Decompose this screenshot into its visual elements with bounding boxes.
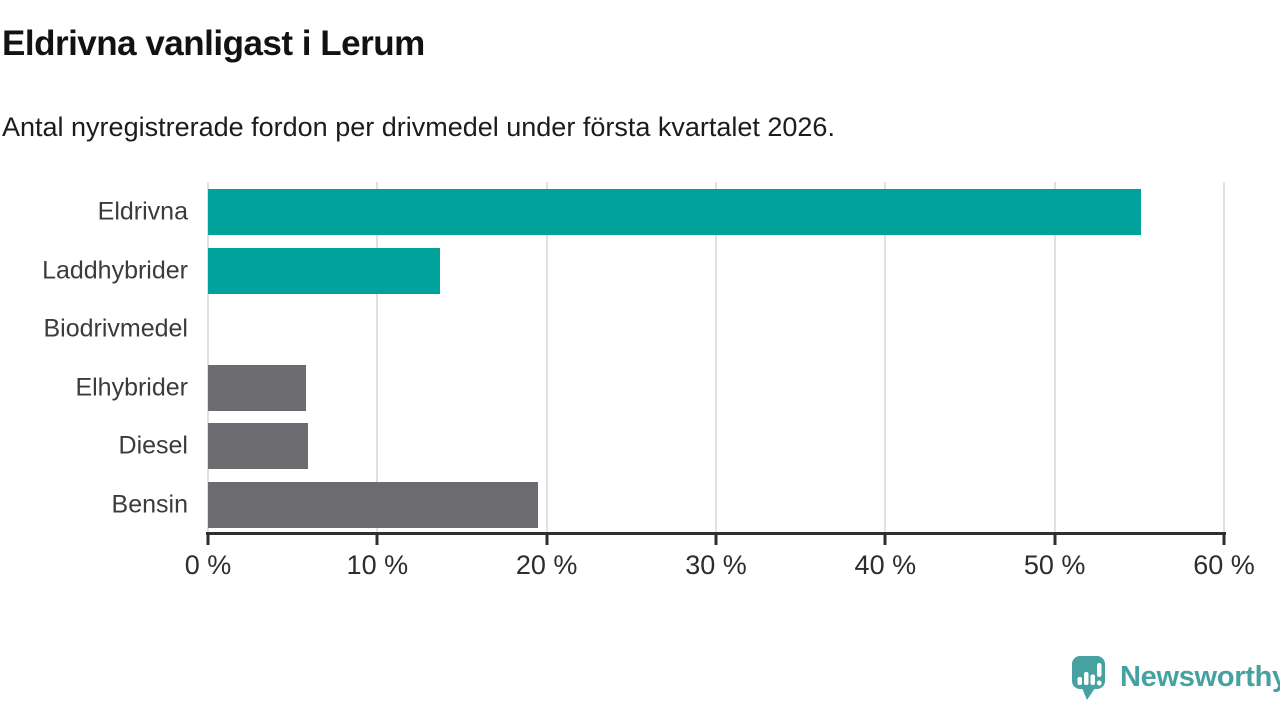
gridline xyxy=(1053,182,1056,533)
x-tick-label: 0 % xyxy=(184,550,232,580)
x-tick-mark xyxy=(375,535,379,545)
gridline xyxy=(376,182,379,533)
x-tick-label: 50 % xyxy=(1023,550,1086,580)
x-tick-label: 20 % xyxy=(515,550,578,580)
x-tick-label: 30 % xyxy=(685,550,747,580)
bar-diesel xyxy=(208,423,308,470)
bar-laddhybrider xyxy=(208,247,440,294)
newsworthy-logo-icon xyxy=(1072,656,1105,700)
gridline xyxy=(207,182,209,533)
plot-area xyxy=(207,182,1225,533)
x-tick-mark xyxy=(883,535,887,545)
bar-bensin xyxy=(208,481,539,528)
x-tick-mark xyxy=(206,535,210,545)
bar-elhybrider xyxy=(208,364,307,411)
gridline xyxy=(715,182,717,533)
bar-eldrivna xyxy=(208,189,1142,236)
y-axis-label: Bensin xyxy=(111,490,188,519)
x-tick-mark xyxy=(545,535,549,545)
y-axis-label: Elhybrider xyxy=(75,373,188,402)
x-tick-label: 60 % xyxy=(1193,550,1255,580)
gridline xyxy=(545,182,548,533)
x-axis-line xyxy=(206,532,1226,535)
x-tick-label: 10 % xyxy=(346,550,409,580)
x-axis-ticks xyxy=(206,535,1226,545)
x-tick-mark xyxy=(1222,535,1226,545)
y-axis-label: Biodrivmedel xyxy=(43,314,188,343)
chart-subtitle: Antal nyregistrerade fordon per drivmede… xyxy=(2,112,835,142)
y-axis-label: Laddhybrider xyxy=(42,256,188,285)
y-axis-label: Diesel xyxy=(118,431,188,460)
x-tick-mark xyxy=(1053,535,1057,545)
gridline xyxy=(1223,182,1225,533)
gridline xyxy=(884,182,887,533)
chart-title: Eldrivna vanligast i Lerum xyxy=(2,24,425,63)
brand-footer: Newsworthy xyxy=(1072,656,1280,700)
x-tick-mark xyxy=(714,535,718,545)
brand-name: Newsworthy xyxy=(1120,661,1280,693)
y-axis-label: Eldrivna xyxy=(97,197,188,226)
y-axis-labels: Eldrivna Laddhybrider Biodrivmedel Elhybrid… xyxy=(0,182,190,533)
x-axis-tick-labels: 0 % 10 % 20 % 30 % 40 % 50 % 60 % xyxy=(185,550,1255,584)
x-tick-label: 40 % xyxy=(854,550,917,580)
